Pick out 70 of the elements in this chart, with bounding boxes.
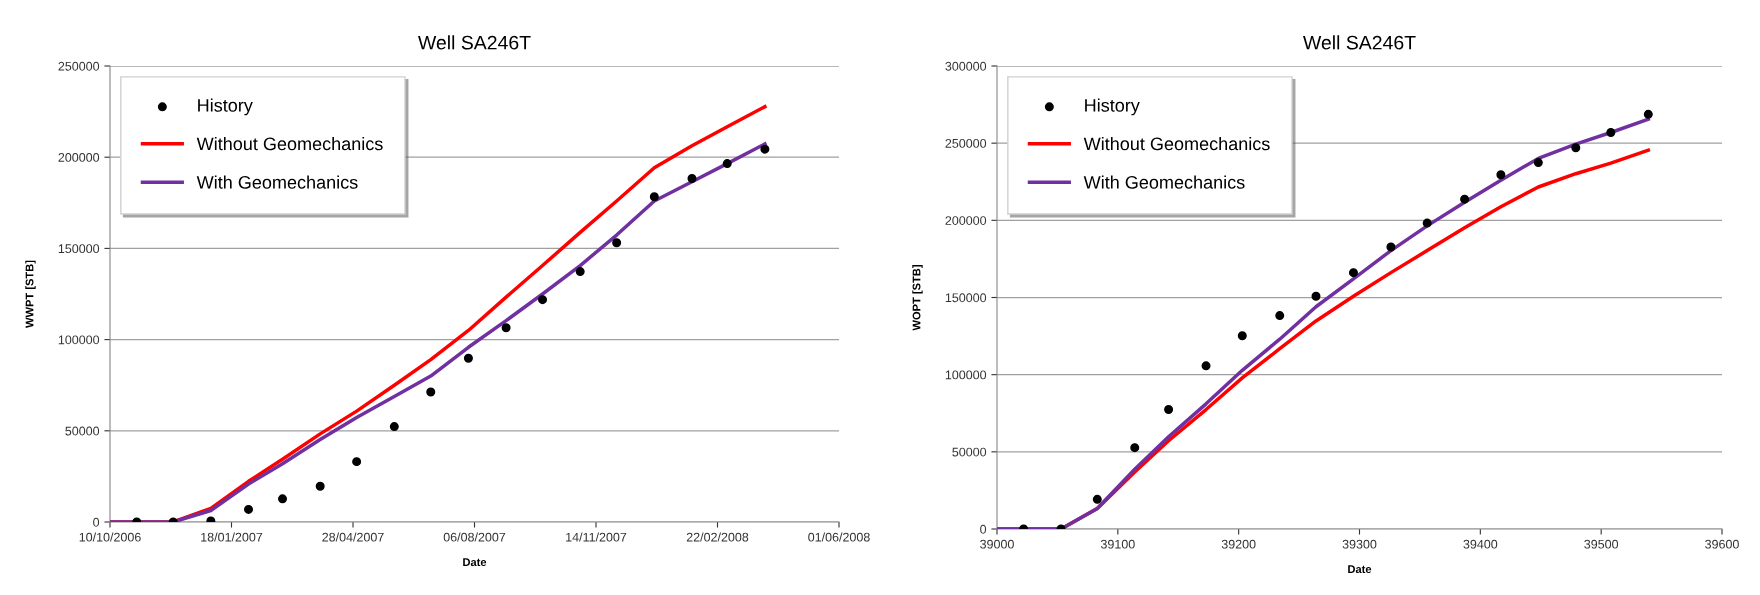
point	[1496, 170, 1506, 180]
chart-title: Well SA246T	[418, 35, 531, 50]
point	[722, 159, 732, 169]
legend-label: With Geomechanics	[196, 175, 358, 189]
y-tick-label: 150000	[945, 293, 987, 303]
x-tick-label: 39300	[1342, 539, 1377, 549]
legend-label: Without Geomechanics	[1083, 137, 1270, 151]
x-tick-label: 14/11/2007	[566, 532, 627, 542]
point	[315, 481, 325, 491]
y-tick-label: 100000	[945, 370, 987, 380]
y-tick-label: 50000	[65, 426, 100, 436]
y-tick-label: 250000	[945, 138, 987, 148]
x-tick-label: 39500	[1584, 539, 1619, 549]
point	[538, 295, 548, 305]
x-tick-label: 06/08/2007	[443, 532, 506, 542]
y-axis-title: WOPT [STB]	[912, 265, 923, 331]
x-axis-title: Date	[463, 558, 487, 567]
point	[1422, 218, 1432, 228]
x-tick-label: 39200	[1221, 539, 1256, 549]
point	[760, 144, 770, 154]
x-tick-label: 22/02/2008	[686, 532, 749, 542]
point	[1201, 361, 1211, 371]
point	[352, 457, 362, 467]
point	[389, 422, 399, 432]
y-tick-label: 150000	[58, 244, 100, 254]
legend-label: History	[198, 98, 253, 116]
x-tick-label: 39600	[1705, 539, 1739, 549]
point	[1348, 268, 1358, 278]
x-tick-label: 28/04/2007	[322, 532, 384, 542]
point	[1275, 311, 1285, 321]
point	[612, 238, 622, 248]
y-tick-label: 200000	[58, 153, 100, 162]
y-tick-label: 0	[980, 524, 987, 534]
x-axis-title: Date	[1348, 565, 1372, 574]
point	[1386, 242, 1396, 252]
x-tick-label: 18/01/2007	[201, 532, 263, 542]
point	[1311, 291, 1321, 301]
point	[1460, 194, 1470, 204]
y-tick-label: 200000	[945, 216, 987, 225]
legend-label: History	[1085, 98, 1140, 116]
point	[1571, 143, 1581, 153]
point	[1237, 331, 1247, 341]
point	[278, 494, 288, 504]
point	[575, 267, 585, 277]
y-tick-label: 300000	[945, 61, 987, 71]
x-tick-label: 39100	[1100, 539, 1135, 549]
x-tick-label: 39000	[980, 539, 1014, 549]
point	[1092, 494, 1102, 504]
legend-label: With Geomechanics	[1083, 175, 1245, 189]
point	[1164, 405, 1174, 415]
y-tick-label: 100000	[58, 335, 100, 345]
point	[501, 323, 511, 333]
y-tick-label: 50000	[952, 447, 987, 457]
legend-label: Without Geomechanics	[196, 137, 383, 151]
point	[649, 192, 659, 202]
point	[687, 174, 697, 184]
y-tick-label: 0	[93, 517, 100, 527]
x-tick-label: 01/06/2008	[808, 532, 870, 542]
point	[244, 504, 254, 514]
point	[1643, 109, 1653, 119]
x-tick-label: 10/10/2006	[79, 532, 141, 542]
y-axis-title: WWPT [STB]	[25, 260, 36, 328]
point	[1533, 158, 1543, 168]
chart-title: Well SA246T	[1303, 35, 1416, 50]
x-tick-label: 39400	[1463, 539, 1498, 549]
point	[1130, 443, 1140, 453]
point	[463, 353, 473, 363]
y-tick-label: 250000	[58, 61, 100, 71]
point	[1606, 128, 1616, 138]
point	[426, 387, 436, 397]
